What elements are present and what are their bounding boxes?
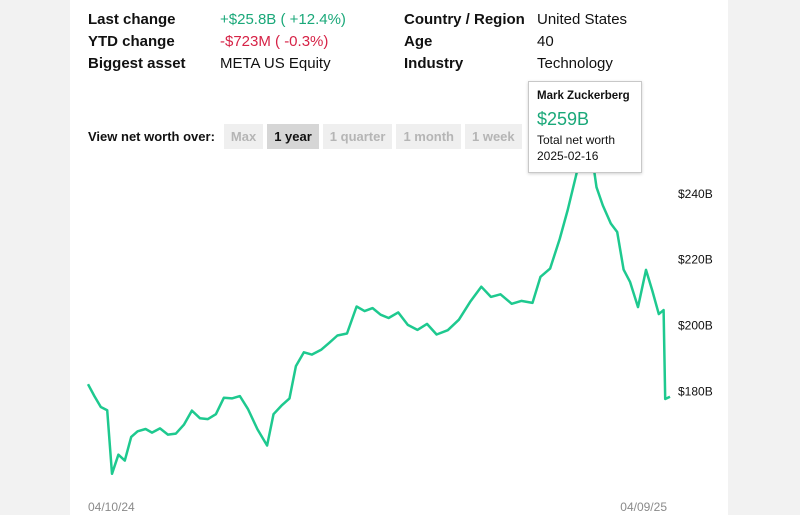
net-worth-card: Last change +$25.8B ( +12.4%) YTD change… xyxy=(70,0,728,515)
industry-value: Technology xyxy=(537,55,613,72)
ytd-change-value: -$723M ( -0.3%) xyxy=(220,33,329,50)
age-label: Age xyxy=(404,33,433,50)
biggest-asset-value: META US Equity xyxy=(220,55,331,72)
range-option-1-quarter[interactable]: 1 quarter xyxy=(322,124,393,149)
country-value: United States xyxy=(537,11,628,28)
ytd-change-row: YTD change xyxy=(88,33,175,50)
y-tick-label: $180B xyxy=(678,384,713,398)
net-worth-chart: $240B $220B $200B $180B 04/10/24 04/09/25 xyxy=(86,126,713,514)
country-label: Country / Region xyxy=(404,11,525,28)
biggest-asset-label: Biggest asset xyxy=(88,55,186,72)
chart-tooltip: Mark Zuckerberg $259B Total net worth 20… xyxy=(528,81,642,173)
ytd-change-label: YTD change xyxy=(88,33,175,50)
tooltip-value: $259B xyxy=(537,109,590,129)
tooltip-subtitle: Total net worth xyxy=(537,133,616,147)
tooltip-date: 2025-02-16 xyxy=(537,149,599,163)
x-tick-label: 04/10/24 xyxy=(88,500,135,514)
net-worth-line xyxy=(86,129,671,476)
range-selector-title: View net worth over: xyxy=(88,129,215,144)
biggest-asset-row: Biggest asset xyxy=(88,55,186,72)
range-selector: View net worth over: Max 1 year 1 quarte… xyxy=(88,124,526,149)
range-option-1-year[interactable]: 1 year xyxy=(267,124,319,149)
x-tick-label: 04/09/25 xyxy=(620,500,667,514)
tooltip-name: Mark Zuckerberg xyxy=(537,90,630,102)
last-change-label: Last change xyxy=(88,11,176,28)
industry-label: Industry xyxy=(404,55,464,72)
last-change-row: Last change xyxy=(88,11,176,28)
range-option-1-week[interactable]: 1 week xyxy=(465,124,522,149)
age-value: 40 xyxy=(537,33,554,50)
y-tick-label: $240B xyxy=(678,187,713,201)
y-tick-label: $200B xyxy=(678,319,713,333)
range-option-max[interactable]: Max xyxy=(223,124,264,149)
range-option-1-month[interactable]: 1 month xyxy=(396,124,461,149)
last-change-value: +$25.8B ( +12.4%) xyxy=(220,11,346,28)
y-tick-label: $220B xyxy=(678,253,713,267)
